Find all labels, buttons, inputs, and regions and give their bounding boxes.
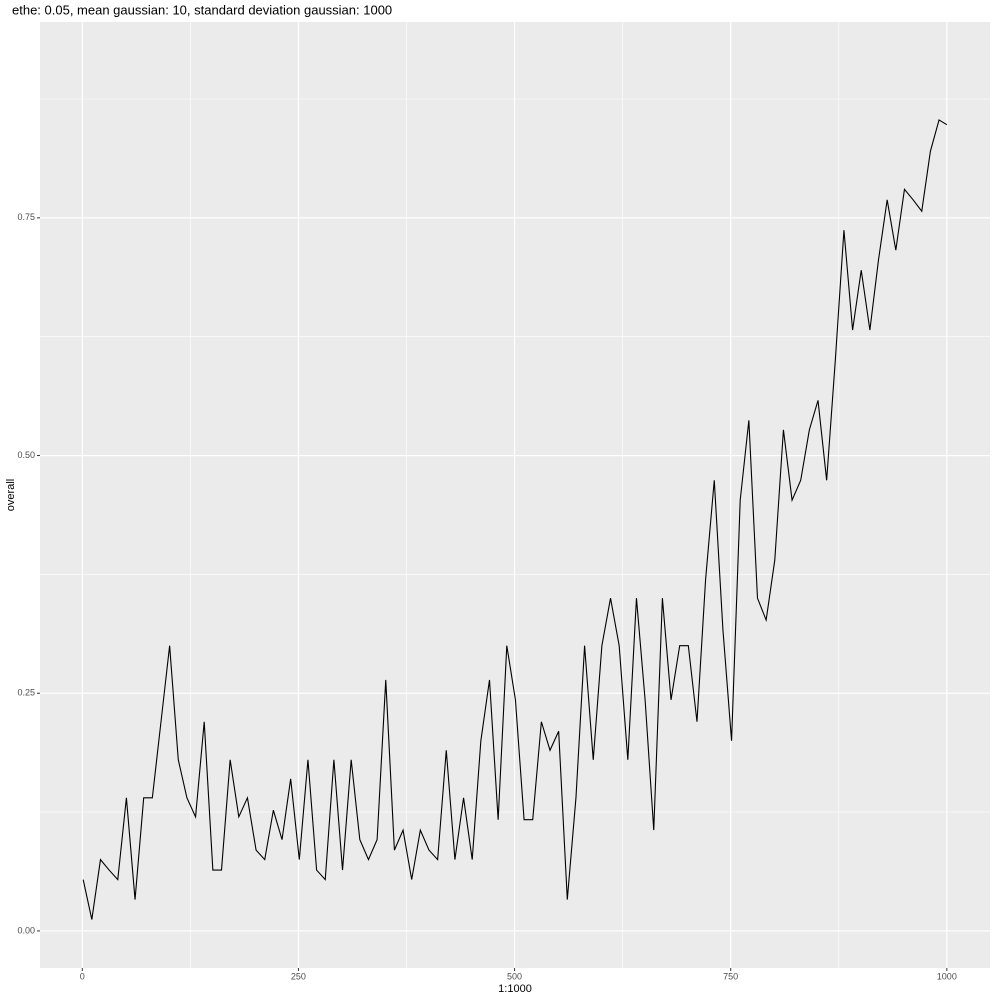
y-tick-label: 0.75 (17, 212, 35, 222)
x-tick-label: 250 (291, 971, 306, 981)
chart-title: ethe: 0.05, mean gaussian: 10, standard … (12, 2, 392, 17)
y-tick-label: 0.25 (17, 688, 35, 698)
x-tick-label: 1000 (937, 971, 957, 981)
x-axis-title: 1:1000 (498, 983, 532, 995)
y-tick-label: 0.50 (17, 450, 35, 460)
y-tick-label: 0.00 (17, 925, 35, 935)
x-tick-label: 750 (723, 971, 738, 981)
data-line (82, 119, 948, 920)
y-axis-title: overall (5, 479, 17, 511)
x-tick-label: 0 (80, 971, 85, 981)
x-tick-label: 500 (507, 971, 522, 981)
